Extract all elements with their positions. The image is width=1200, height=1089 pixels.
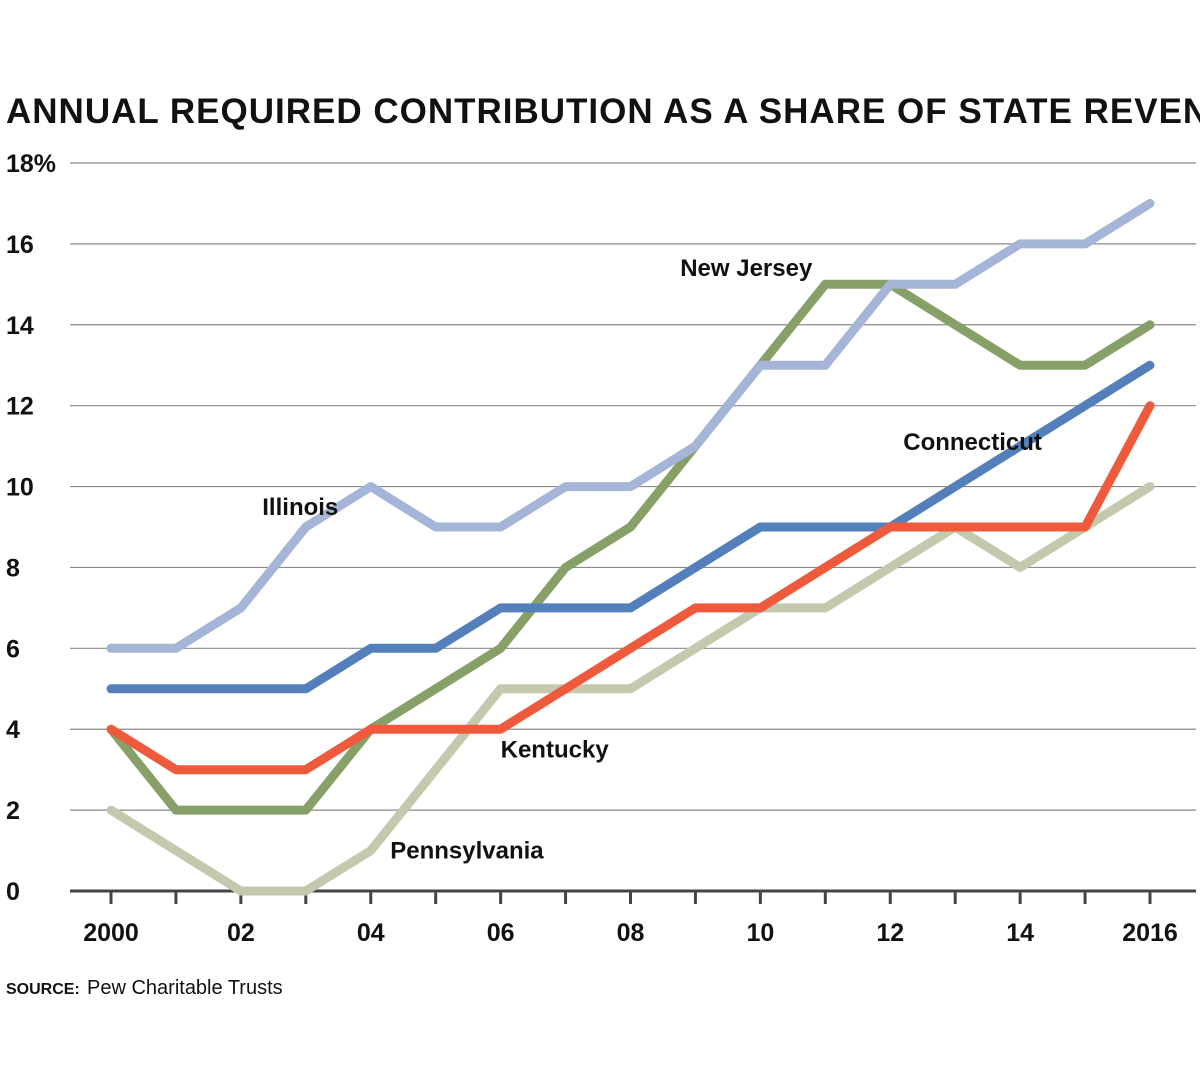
x-tick-label: 2016 [1122, 919, 1178, 947]
x-tick-label: 14 [1006, 919, 1034, 947]
chart-title: ANNUAL REQUIRED CONTRIBUTION AS A SHARE … [6, 92, 1200, 131]
series-label-illinois: Illinois [262, 494, 338, 521]
y-tick-label: 10 [6, 474, 34, 502]
y-axis-labels: 0 2 4 6 8 10 12 14 16 18% [6, 150, 56, 906]
series-label-connecticut: Connecticut [903, 429, 1042, 456]
x-tick-label: 06 [487, 919, 515, 947]
x-tick-label: 04 [357, 919, 385, 947]
series-line-kentucky [106, 401, 1155, 775]
series-line-connecticut [106, 360, 1155, 694]
y-tick-label: 8 [6, 554, 20, 582]
series-label-new-jersey: New Jersey [680, 255, 813, 282]
x-tick-label: 2000 [83, 919, 139, 947]
x-tick-label: 12 [876, 919, 904, 947]
series-label-kentucky: Kentucky [501, 737, 610, 764]
series-label-pennsylvania: Pennsylvania [390, 838, 544, 865]
series-lines [106, 198, 1155, 896]
y-tick-label: 14 [6, 312, 34, 340]
y-tick-label: 0 [6, 878, 20, 906]
x-tick-label: 02 [227, 919, 255, 947]
source-note: SOURCE: Pew Charitable Trusts [6, 977, 283, 999]
source-label: SOURCE: [6, 981, 80, 998]
y-tick-label: 6 [6, 635, 20, 663]
y-tick-label: 12 [6, 393, 34, 421]
series-line-new-jersey [106, 279, 1155, 815]
series-line-illinois [106, 198, 1155, 653]
y-tick-label: 4 [6, 716, 20, 744]
y-tick-label: 16 [6, 231, 34, 259]
y-tick-label: 2 [6, 797, 20, 825]
series-labels: Pennsylvania New Jersey Illinois Connecticu… [262, 255, 1042, 864]
x-tick-label: 10 [746, 919, 774, 947]
source-text: Pew Charitable Trusts [87, 977, 283, 999]
y-tick-label: 18% [6, 150, 56, 178]
series-line-pennsylvania [106, 482, 1155, 896]
x-axis-labels: 2000 02 04 06 08 10 12 14 2016 [83, 919, 1178, 947]
x-tick-label: 08 [617, 919, 645, 947]
